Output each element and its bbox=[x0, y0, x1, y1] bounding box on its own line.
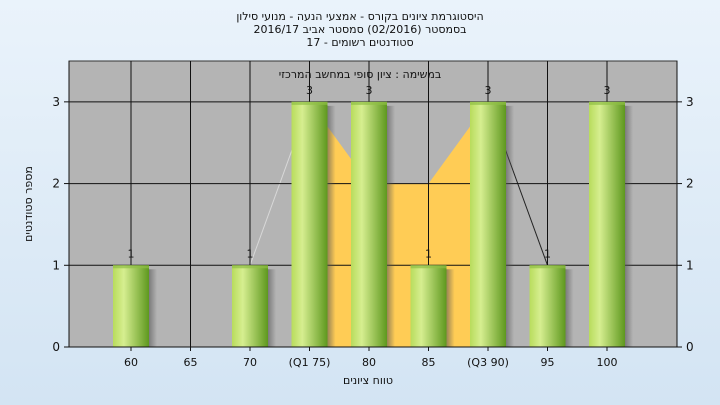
y-tick-label-right: 2 bbox=[686, 177, 694, 191]
bar bbox=[291, 101, 328, 347]
bar-shadow bbox=[565, 269, 574, 347]
x-tick-label: 100 bbox=[597, 356, 618, 369]
bar bbox=[589, 101, 625, 347]
x-tick-label: 85 bbox=[422, 356, 436, 369]
bar bbox=[351, 101, 387, 347]
x-tick-label: (Q3 90) bbox=[467, 356, 509, 369]
y-tick-label-left: 2 bbox=[52, 177, 60, 191]
bar-cap bbox=[291, 101, 328, 105]
y-axis-label: מספר סטודנטים bbox=[22, 166, 35, 242]
bar-cap bbox=[410, 265, 447, 269]
data-label: 3 bbox=[306, 84, 313, 97]
title-line-1: היסטוגרמת ציונים בקורס - אמצעי הנעה - מנ… bbox=[236, 10, 483, 23]
x-tick-label: 60 bbox=[124, 356, 138, 369]
data-label: 3 bbox=[485, 84, 492, 97]
data-label: 1 bbox=[128, 247, 135, 260]
bar bbox=[113, 265, 149, 347]
y-tick-label-right: 1 bbox=[686, 258, 694, 272]
title-line-2: בסמסטר (02/2016) סמסטר אביב 2016/17 bbox=[253, 23, 466, 36]
x-tick-label: 80 bbox=[362, 356, 376, 369]
bar-shadow bbox=[387, 105, 395, 347]
bar bbox=[232, 265, 268, 347]
x-tick-label: 70 bbox=[243, 356, 257, 369]
bar-shadow bbox=[506, 105, 514, 347]
data-label: 1 bbox=[425, 247, 432, 260]
bar-cap bbox=[232, 265, 268, 269]
bar-shadow bbox=[327, 105, 336, 347]
plot-subtitle: במשימה : ציון סופי במחשב המרכזי bbox=[279, 68, 442, 81]
labels-layer: 1 1 3 3 1 3 1 3 bbox=[128, 84, 611, 260]
x-tick-label: (Q1 75) bbox=[289, 356, 331, 369]
bar-cap bbox=[113, 265, 149, 269]
data-label: 3 bbox=[604, 84, 611, 97]
bar bbox=[410, 265, 447, 347]
bar-cap bbox=[589, 101, 625, 105]
bar-shadow bbox=[149, 269, 157, 347]
bar-cap bbox=[529, 265, 566, 269]
x-tick-label: 95 bbox=[541, 356, 555, 369]
y-tick-label-right: 3 bbox=[686, 95, 694, 109]
y-tick-label-left: 0 bbox=[52, 340, 60, 354]
bar-shadow bbox=[446, 269, 455, 347]
x-tick-label: 65 bbox=[184, 356, 198, 369]
y-tick-label-left: 1 bbox=[52, 258, 60, 272]
data-label: 1 bbox=[247, 247, 254, 260]
bar bbox=[529, 265, 566, 347]
title-line-3: סטודנטים רשומים - 17 bbox=[306, 36, 413, 49]
bar bbox=[470, 101, 506, 347]
x-axis-label: טווח ציונים bbox=[343, 374, 393, 387]
y-tick-label-right: 0 bbox=[686, 340, 694, 354]
bar-shadow bbox=[625, 105, 633, 347]
y-tick-label-left: 3 bbox=[52, 95, 60, 109]
data-label: 3 bbox=[366, 84, 373, 97]
bar-cap bbox=[470, 101, 506, 105]
data-label: 1 bbox=[544, 247, 551, 260]
bar-shadow bbox=[268, 269, 276, 347]
bars-layer bbox=[113, 101, 633, 347]
axes-layer: 0 0 1 1 2 2 3 3 60 65 70 (Q1 75) 80 85 (Q3 90) 95 100 bbox=[52, 61, 694, 369]
bar-cap bbox=[351, 101, 387, 105]
